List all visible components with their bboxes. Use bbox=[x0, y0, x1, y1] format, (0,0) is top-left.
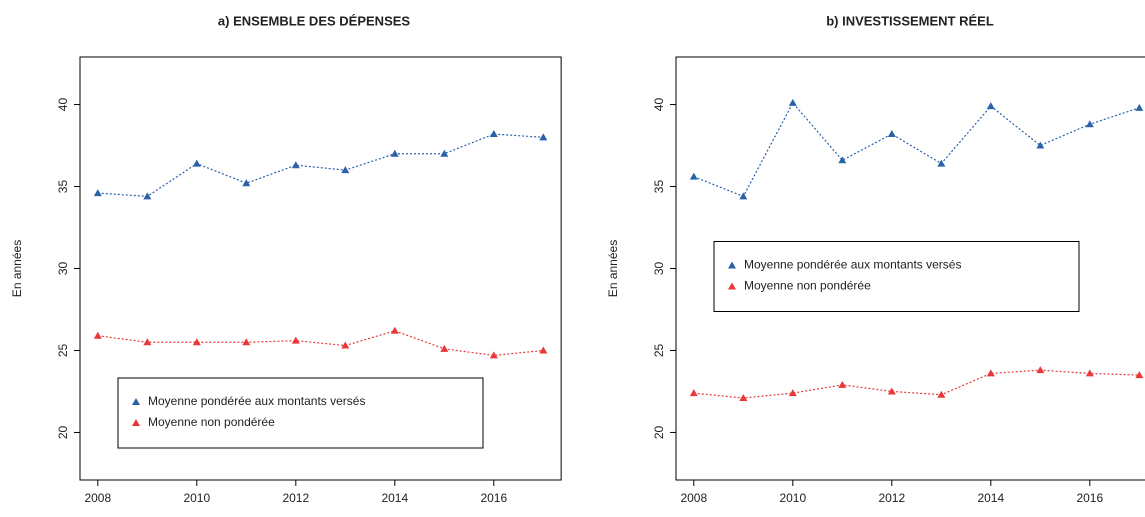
point bbox=[390, 326, 399, 334]
point bbox=[689, 172, 698, 180]
point bbox=[143, 338, 152, 346]
legend-marker bbox=[728, 261, 736, 269]
point bbox=[489, 351, 498, 359]
point bbox=[1135, 103, 1144, 111]
point bbox=[390, 149, 399, 157]
point bbox=[1036, 366, 1045, 374]
point bbox=[93, 331, 102, 339]
point bbox=[838, 156, 847, 164]
x-tick-label: 2014 bbox=[381, 491, 408, 505]
point bbox=[887, 130, 896, 138]
point bbox=[341, 166, 350, 174]
legend-box bbox=[117, 377, 484, 449]
legend-marker bbox=[132, 398, 140, 405]
x-tick-label: 2010 bbox=[779, 491, 806, 505]
y-tick-label: 25 bbox=[56, 343, 70, 357]
point bbox=[291, 336, 300, 344]
y-tick-label: 20 bbox=[652, 425, 666, 439]
x-tick-label: 2012 bbox=[282, 491, 309, 505]
series-line bbox=[693, 101, 1140, 198]
legend-label: Moyenne non pondérée bbox=[148, 415, 275, 429]
point bbox=[192, 338, 201, 346]
point bbox=[986, 369, 995, 377]
y-tick-label: 25 bbox=[652, 343, 666, 357]
point bbox=[1085, 369, 1094, 377]
point bbox=[986, 102, 995, 110]
x-tick-label: 2016 bbox=[1076, 491, 1103, 505]
point bbox=[788, 389, 797, 397]
point bbox=[143, 192, 152, 200]
point bbox=[1036, 141, 1045, 149]
point bbox=[242, 179, 251, 187]
x-tick-label: 2014 bbox=[977, 491, 1004, 505]
point bbox=[440, 149, 449, 157]
point bbox=[739, 192, 748, 200]
point bbox=[539, 346, 548, 354]
panel: a) ENSEMBLE DES DÉPENSES En années 20 25 30 3… bbox=[10, 13, 562, 505]
chart-title: a) ENSEMBLE DES DÉPENSES bbox=[218, 13, 410, 28]
legend-box bbox=[713, 241, 1080, 312]
y-tick-label: 40 bbox=[652, 98, 666, 112]
legend-label: Moyenne non pondérée bbox=[744, 279, 871, 293]
point bbox=[689, 389, 698, 397]
x-tick-label: 2010 bbox=[183, 491, 210, 505]
point bbox=[1135, 371, 1144, 379]
point bbox=[341, 341, 350, 349]
panel: b) INVESTISSEMENT RÉEL En années 20 25 30 35 4… bbox=[606, 13, 1145, 505]
x-tick-label: 2008 bbox=[680, 491, 707, 505]
point bbox=[440, 344, 449, 352]
point bbox=[788, 98, 797, 106]
x-tick-label: 2016 bbox=[480, 491, 507, 505]
point bbox=[887, 387, 896, 395]
point bbox=[192, 159, 201, 167]
series-line bbox=[97, 133, 544, 197]
point bbox=[242, 338, 251, 346]
legend-label: Moyenne pondérée aux montants versés bbox=[148, 394, 365, 408]
legend-marker bbox=[728, 282, 736, 290]
series-line bbox=[97, 330, 544, 356]
legend-label: Moyenne pondérée aux montants versés bbox=[744, 258, 961, 272]
y-axis-label: En années bbox=[606, 240, 620, 297]
point bbox=[539, 133, 548, 141]
point bbox=[838, 380, 847, 388]
y-tick-label: 30 bbox=[652, 262, 666, 276]
y-tick-label: 40 bbox=[56, 98, 70, 112]
y-tick-label: 35 bbox=[56, 180, 70, 194]
point bbox=[1085, 120, 1094, 128]
series-line bbox=[693, 369, 1140, 399]
y-tick-label: 20 bbox=[56, 425, 70, 439]
point bbox=[937, 159, 946, 167]
y-tick-label: 30 bbox=[56, 262, 70, 276]
y-tick-label: 35 bbox=[652, 180, 666, 194]
y-axis-label: En années bbox=[10, 240, 24, 297]
chart-title: b) INVESTISSEMENT RÉEL bbox=[826, 13, 994, 28]
point bbox=[93, 189, 102, 197]
point bbox=[291, 161, 300, 169]
point bbox=[937, 390, 946, 398]
x-tick-label: 2012 bbox=[878, 491, 905, 505]
point bbox=[739, 394, 748, 402]
point bbox=[489, 130, 498, 138]
x-tick-label: 2008 bbox=[84, 491, 111, 505]
legend-marker bbox=[132, 419, 140, 426]
